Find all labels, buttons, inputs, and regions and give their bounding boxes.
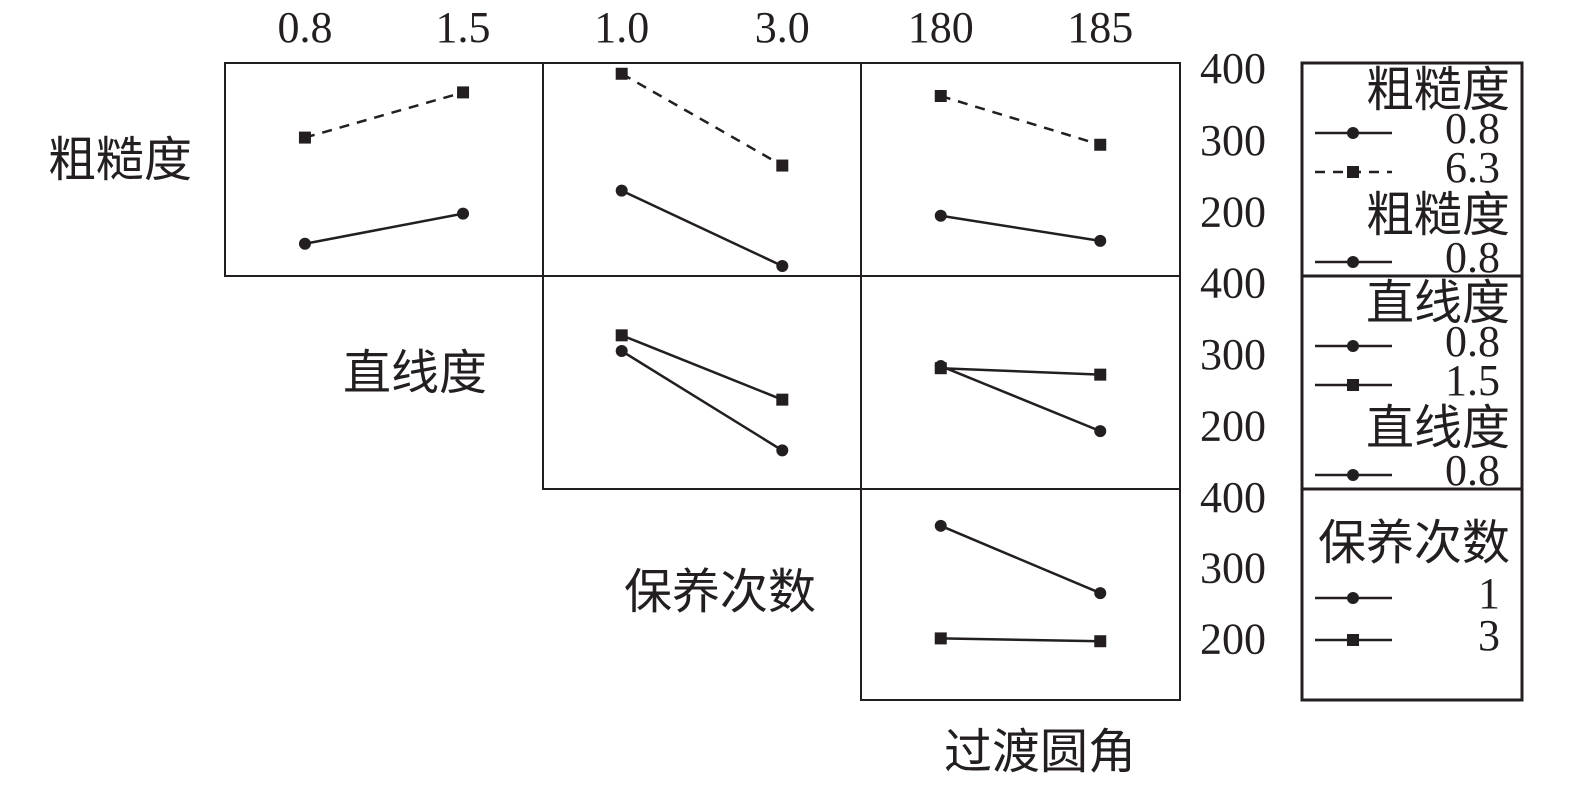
marker-circle [934,519,947,532]
marker-circle [1347,256,1359,268]
series-line [940,364,1101,433]
x-tick-label: 1.0 [594,3,649,52]
legend-title: 直线度 [1366,277,1510,330]
panel-frame [860,62,1181,277]
panel-frame [860,488,1181,701]
marker-square [934,89,947,102]
series-line [621,189,783,268]
series-line [304,91,464,139]
legend-label: 0.8 [1445,233,1500,282]
marker-circle [615,345,628,358]
legend-title: 直线度 [1366,402,1510,455]
marker-circle [1094,587,1107,600]
y-tick-label: 400 [1200,473,1266,522]
marker-square [776,393,789,406]
series-line [940,524,1101,595]
legend-label: 0.8 [1445,317,1500,366]
series-line [621,334,783,401]
y-tick-label: 300 [1200,330,1266,379]
legend-label: 1 [1478,569,1500,618]
y-tick-label: 200 [1200,614,1266,663]
legend-label: 3 [1478,611,1500,660]
marker-circle [1347,469,1359,481]
series-line [621,349,783,452]
x-tick-label: 1.5 [436,3,491,52]
x-tick-label: 180 [908,3,974,52]
marker-circle [776,444,789,457]
legend-label: 0.8 [1445,446,1500,495]
marker-circle [298,237,311,250]
legend-frame [1300,487,1524,702]
y-tick-label: 400 [1200,44,1266,93]
marker-circle [934,209,947,222]
marker-circle [1094,425,1107,438]
legend-title: 粗糙度 [1366,64,1510,117]
marker-circle [1347,592,1359,604]
marker-circle [1094,234,1107,247]
marker-circle [1347,127,1359,139]
legend-label: 6.3 [1445,143,1500,192]
series-line [940,637,1101,643]
marker-square [1347,379,1359,391]
marker-square [934,362,947,375]
y-tick-label: 200 [1200,188,1266,237]
marker-square [934,632,947,645]
marker-square [1347,166,1359,178]
marker-square [1094,635,1107,648]
marker-square [776,159,789,172]
series-line [940,366,1101,376]
series-line [621,72,783,167]
marker-square [298,131,311,144]
factor-label: 粗糙度 [48,134,192,187]
factor-label: 过渡圆角 [944,726,1136,779]
marker-square [1347,634,1359,646]
panel-frame [542,62,862,277]
panel-frame [224,62,544,277]
legend-label: 1.5 [1445,356,1500,405]
factor-label: 保养次数 [624,566,816,619]
marker-square [457,86,470,99]
series-line [304,212,464,245]
y-tick-label: 200 [1200,401,1266,450]
marker-square [1094,368,1107,381]
marker-square [1094,138,1107,151]
legend-title: 粗糙度 [1366,189,1510,242]
marker-square [615,67,628,80]
x-tick-label: 3.0 [755,3,810,52]
marker-square [615,329,628,342]
x-tick-label: 0.8 [277,3,332,52]
marker-circle [776,259,789,272]
marker-circle [615,184,628,197]
series-line [940,94,1101,146]
x-tick-label: 185 [1067,3,1133,52]
marker-circle [457,207,470,220]
marker-circle [1347,340,1359,352]
series-line [940,214,1101,243]
panel-frame [860,275,1181,490]
y-tick-label: 300 [1200,116,1266,165]
factor-label: 直线度 [343,347,487,400]
panel-frame [542,275,862,490]
y-tick-label: 400 [1200,259,1266,308]
legend-title: 保养次数 [1318,517,1510,570]
y-tick-label: 300 [1200,544,1266,593]
legend-label: 0.8 [1445,104,1500,153]
